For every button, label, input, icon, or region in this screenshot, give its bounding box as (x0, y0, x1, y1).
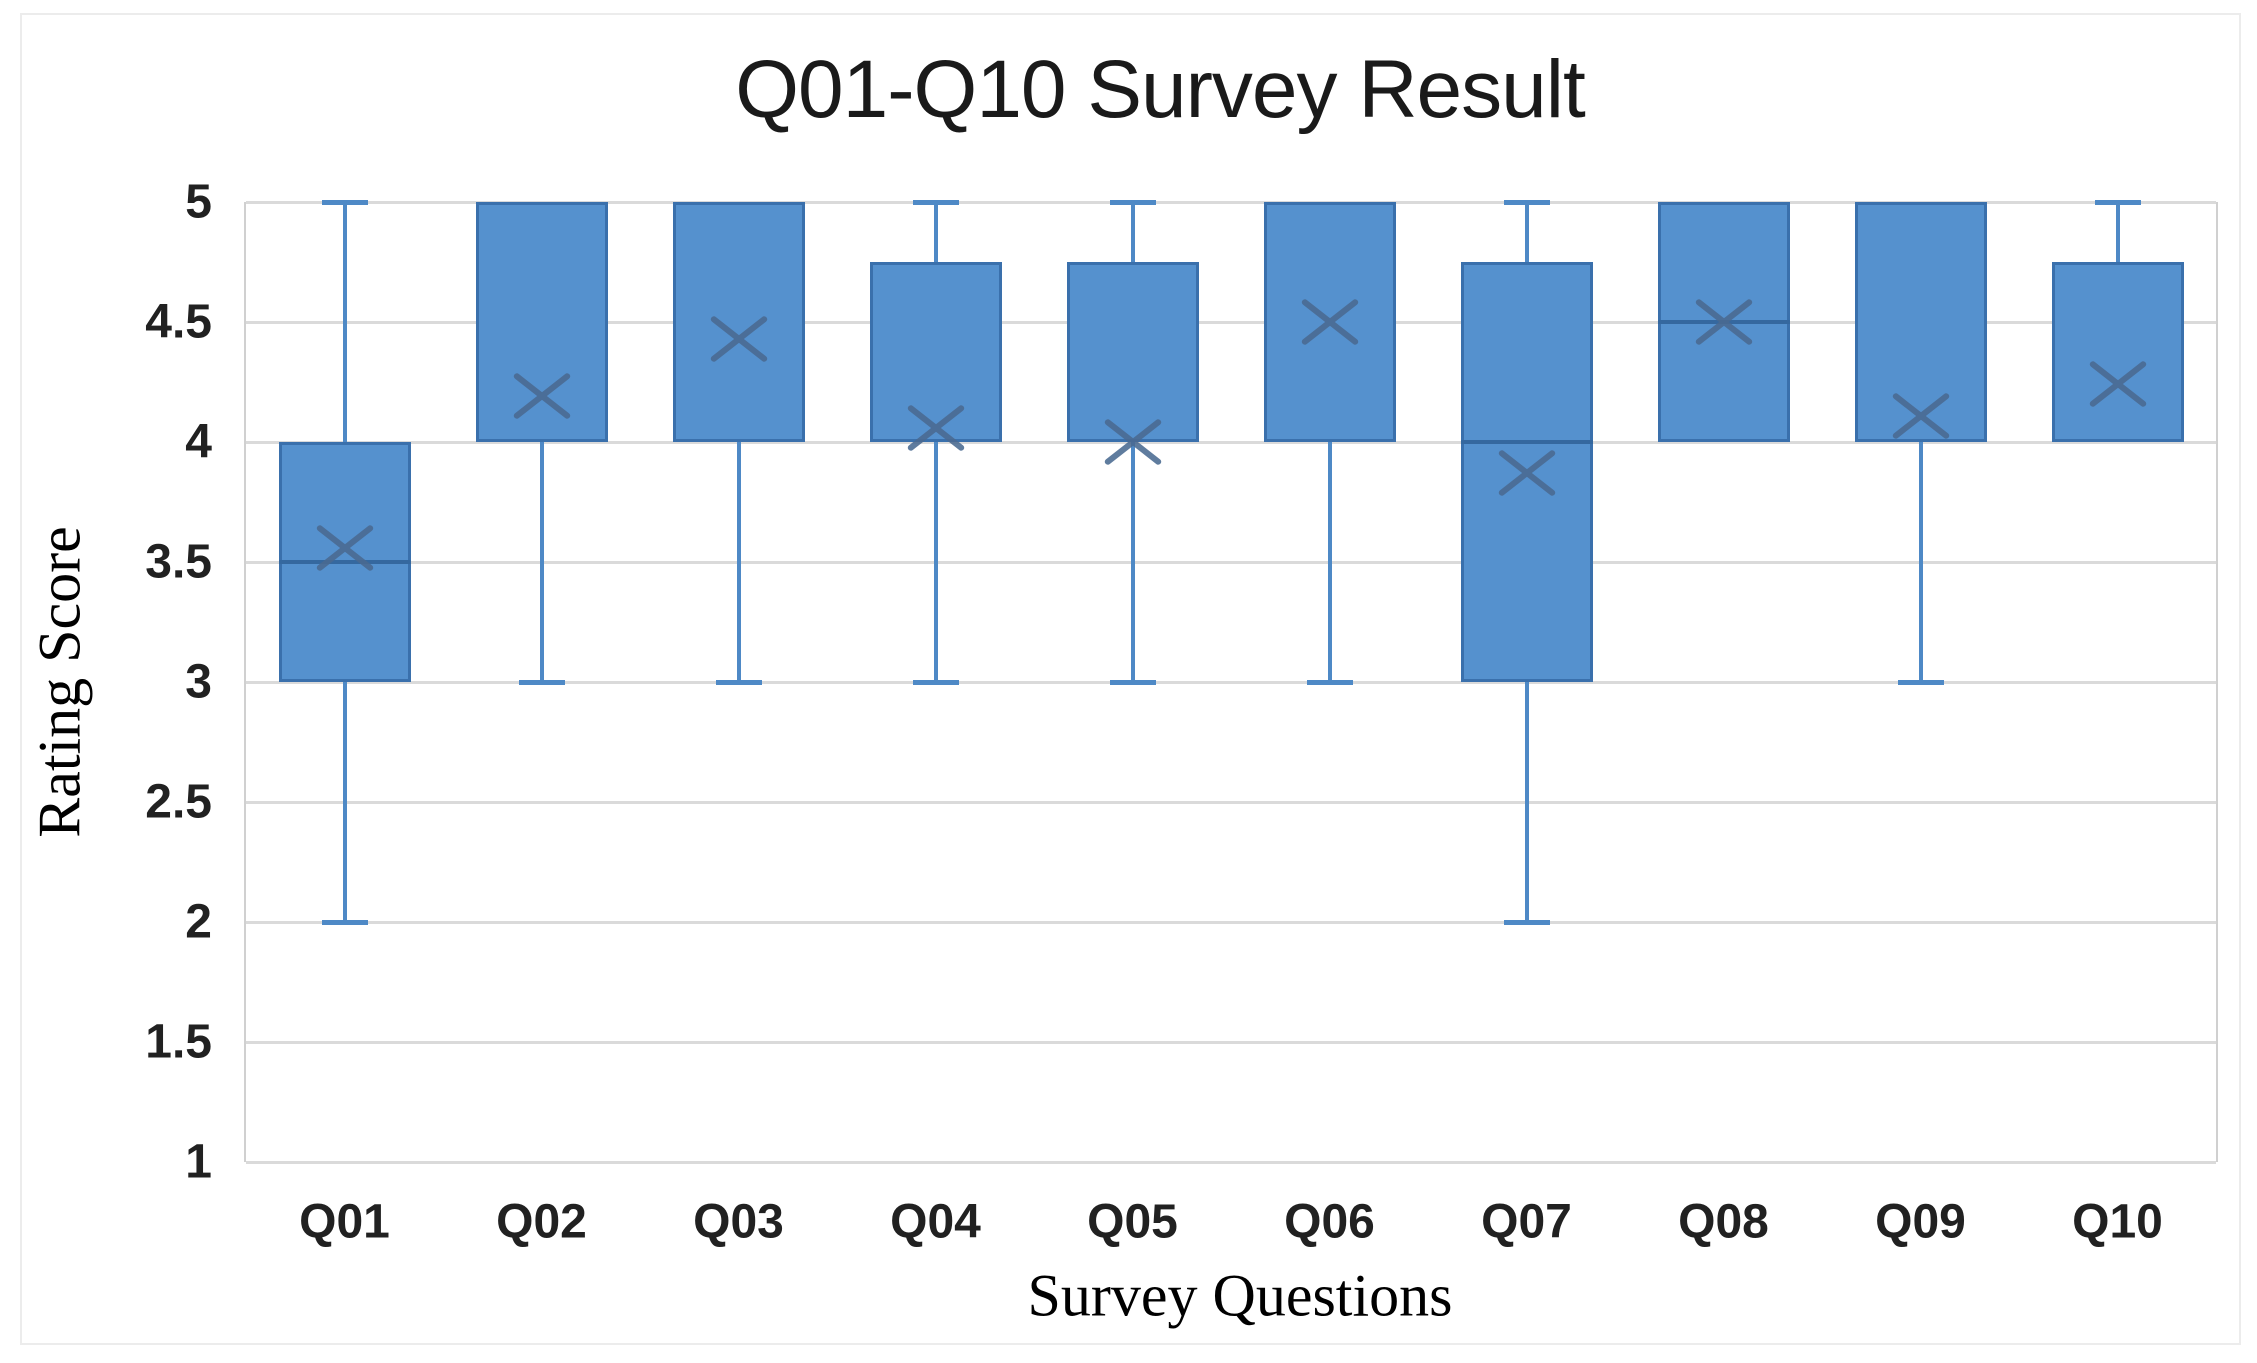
y-tick-label-2: 2 (185, 895, 212, 949)
box-Q02 (475, 202, 608, 442)
y-tick-label-4: 4 (185, 415, 212, 469)
x-tick-label-Q07: Q07 (1481, 1195, 1572, 1249)
mean-marker-Q03 (709, 314, 768, 363)
x-tick-label-Q09: Q09 (1875, 1195, 1966, 1249)
whisker-cap-lower-Q02 (518, 680, 565, 685)
plot-right-border (2216, 202, 2218, 1162)
x-axis-title: Survey Questions (1027, 1262, 1453, 1329)
whisker-cap-lower-Q09 (1897, 680, 1944, 685)
box-Q09 (1854, 202, 1987, 442)
y-tick-label-1: 1 (185, 1135, 212, 1189)
whisker-lower-Q01 (342, 682, 347, 922)
x-tick-label-Q10: Q10 (2072, 1195, 2163, 1249)
mean-marker-Q09 (1891, 391, 1950, 440)
whisker-cap-lower-Q03 (715, 680, 762, 685)
mean-marker-Q07 (1497, 449, 1556, 498)
whisker-upper-Q10 (2115, 202, 2120, 262)
whisker-lower-Q03 (736, 442, 741, 682)
whisker-cap-lower-Q07 (1503, 920, 1550, 925)
mean-marker-Q08 (1694, 298, 1753, 346)
whisker-lower-Q04 (933, 442, 938, 682)
whisker-cap-upper-Q01 (321, 200, 368, 205)
gridline-3 (246, 680, 2216, 684)
x-tick-label-Q08: Q08 (1678, 1195, 1769, 1249)
whisker-lower-Q09 (1918, 442, 1923, 682)
mean-marker-Q04 (906, 403, 965, 452)
whisker-cap-upper-Q04 (912, 200, 959, 205)
whisker-upper-Q07 (1524, 202, 1529, 262)
whisker-upper-Q01 (342, 202, 347, 442)
whisker-cap-lower-Q05 (1109, 680, 1156, 685)
mean-marker-Q05 (1103, 418, 1162, 466)
y-tick-label-4.5: 4.5 (145, 295, 212, 349)
y-tick-label-3: 3 (185, 655, 212, 709)
whisker-cap-lower-Q01 (321, 920, 368, 925)
box-Q04 (869, 262, 1002, 442)
x-tick-label-Q02: Q02 (496, 1195, 587, 1249)
whisker-lower-Q07 (1524, 682, 1529, 922)
median-line-Q07 (1460, 440, 1593, 444)
gridline-3.5 (246, 560, 2216, 564)
box-Q10 (2051, 262, 2184, 442)
mean-marker-Q02 (512, 372, 571, 421)
box-Q03 (672, 202, 805, 442)
whisker-cap-lower-Q04 (912, 680, 959, 685)
plot-left-border (244, 202, 246, 1162)
x-tick-label-Q06: Q06 (1284, 1195, 1375, 1249)
gridline-1.5 (246, 1040, 2216, 1044)
chart-title: Q01-Q10 Survey Result (735, 44, 1585, 135)
x-tick-label-Q05: Q05 (1087, 1195, 1178, 1249)
whisker-cap-upper-Q10 (2094, 200, 2141, 205)
x-tick-label-Q01: Q01 (299, 1195, 390, 1249)
y-tick-label-1.5: 1.5 (145, 1015, 212, 1069)
mean-marker-Q06 (1300, 298, 1359, 346)
mean-marker-Q10 (2088, 360, 2147, 409)
whisker-upper-Q04 (933, 202, 938, 262)
x-tick-label-Q04: Q04 (890, 1195, 981, 1249)
gridline-4.5 (246, 320, 2216, 324)
whisker-upper-Q05 (1130, 202, 1135, 262)
whisker-cap-lower-Q06 (1306, 680, 1353, 685)
whisker-cap-upper-Q05 (1109, 200, 1156, 205)
gridline-4 (246, 440, 2216, 444)
gridline-2.5 (246, 800, 2216, 804)
whisker-lower-Q05 (1130, 442, 1135, 682)
gridline-1 (246, 1160, 2216, 1164)
y-tick-label-2.5: 2.5 (145, 775, 212, 829)
x-tick-label-Q03: Q03 (693, 1195, 784, 1249)
gridline-2 (246, 920, 2216, 924)
box-Q05 (1066, 262, 1199, 442)
median-line-Q01 (278, 560, 411, 564)
whisker-lower-Q06 (1327, 442, 1332, 682)
whisker-cap-upper-Q07 (1503, 200, 1550, 205)
gridline-5 (246, 200, 2216, 204)
y-tick-label-3.5: 3.5 (145, 535, 212, 589)
whisker-lower-Q02 (539, 442, 544, 682)
y-tick-label-5: 5 (185, 175, 212, 229)
mean-marker-Q01 (315, 523, 374, 572)
